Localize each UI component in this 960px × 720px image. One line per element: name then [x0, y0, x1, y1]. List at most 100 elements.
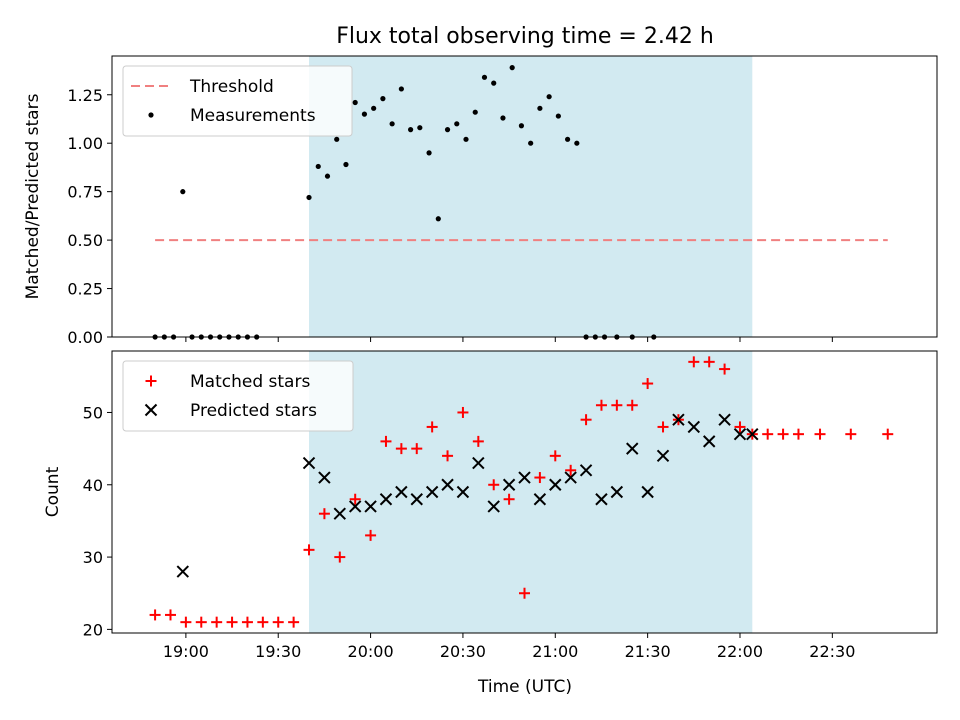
predicted-point-b	[626, 442, 639, 455]
matched-point	[565, 464, 577, 476]
predicted-point	[410, 493, 423, 506]
matched-point	[349, 493, 361, 505]
predicted-point	[656, 449, 670, 463]
predicted-point-b	[672, 413, 685, 426]
legend-swatch	[145, 375, 157, 387]
predicted-point	[641, 485, 654, 499]
measurement-point	[371, 105, 377, 111]
y-tick-label: 40	[83, 476, 103, 495]
predicted-point-b	[348, 500, 362, 513]
matched-point	[549, 450, 561, 462]
predicted-point-b	[533, 493, 547, 506]
predicted-point-b	[502, 478, 516, 491]
matched-point	[318, 508, 330, 520]
matched-point	[734, 421, 746, 433]
matched-point	[762, 428, 774, 440]
predicted-point	[533, 493, 547, 506]
y-tick-label: 0.50	[67, 231, 103, 250]
matched-point	[626, 399, 638, 411]
measurement-point	[417, 125, 423, 131]
predicted-point-b	[395, 485, 408, 499]
measurement-point	[361, 111, 368, 117]
predicted-point	[746, 427, 759, 441]
x-tick-label: 20:30	[440, 642, 486, 661]
predicted-point-b	[746, 427, 759, 441]
y-tick-label: 20	[83, 620, 103, 639]
matched-point	[211, 616, 223, 628]
matched-point	[272, 616, 284, 628]
legend-label: Measurements	[190, 106, 316, 126]
matched-point	[595, 399, 607, 411]
matched-point	[395, 443, 407, 455]
predicted-point	[348, 500, 362, 513]
matched-point	[488, 479, 500, 491]
y-tick-label: 0.25	[67, 280, 103, 299]
matched-point	[442, 450, 454, 462]
measurement-point	[306, 194, 312, 201]
matched-point	[703, 356, 715, 368]
matched-point	[257, 616, 269, 628]
predicted-point-b	[518, 471, 531, 484]
matched-point	[457, 406, 469, 418]
predicted-point	[718, 413, 731, 426]
predicted-point-b	[410, 493, 423, 506]
measurement-point	[491, 80, 497, 86]
legend-box	[122, 360, 354, 432]
predicted-point	[302, 456, 316, 470]
predicted-point	[549, 478, 562, 491]
matched-point	[411, 443, 423, 455]
measurement-point	[380, 96, 386, 102]
measurement-point	[546, 94, 552, 100]
matched-point	[657, 421, 669, 433]
predicted-point	[425, 485, 439, 499]
predicted-point	[702, 435, 716, 448]
measurement-point	[564, 136, 571, 142]
predicted-point	[502, 478, 516, 491]
legend-box	[122, 65, 353, 137]
y-tick-label: 0.00	[67, 328, 103, 347]
matched-point	[642, 378, 654, 390]
measurement-point	[343, 161, 349, 168]
predicted-point-b	[549, 478, 562, 491]
matched-point	[164, 609, 176, 621]
predicted-point-b	[702, 435, 716, 448]
y-axis-label: Count	[43, 466, 63, 517]
matched-point	[534, 472, 546, 484]
matched-point	[241, 616, 253, 628]
legend-swatch-b	[144, 403, 158, 417]
measurement-point	[509, 65, 515, 71]
matched-point	[688, 356, 700, 368]
predicted-point-b	[641, 485, 654, 499]
predicted-point	[333, 507, 347, 520]
measurement-point	[537, 105, 543, 111]
bottom-panel: 20 30 40 50 19:00 19:30 20:00 20:30 21:00 21:30 22…	[43, 350, 938, 661]
x-tick-label: 19:00	[163, 642, 209, 661]
measurement-point	[408, 127, 414, 133]
x-tick-label: 21:00	[532, 642, 578, 661]
legend-swatch	[144, 403, 158, 417]
y-tick-label: 30	[83, 548, 103, 567]
x-tick-label: 21:30	[625, 642, 671, 661]
predicted-point-b	[302, 456, 316, 470]
predicted-point-b	[472, 456, 485, 470]
predicted-point	[626, 442, 639, 455]
predicted-point-b	[564, 471, 577, 484]
measurement-point	[518, 123, 525, 129]
y-tick-label: 1.25	[67, 86, 103, 105]
predicted-point-b	[595, 493, 608, 506]
measurement-point	[389, 121, 395, 127]
y-axis-label: Matched/Predicted stars	[23, 93, 43, 299]
matched-point	[365, 529, 377, 541]
measurement-point	[435, 216, 441, 222]
measurement-point	[334, 136, 340, 142]
measurement-point	[481, 74, 488, 80]
legend-label: Threshold	[189, 77, 274, 97]
matched-point	[719, 363, 731, 375]
predicted-point	[456, 485, 470, 499]
matched-point	[580, 414, 592, 426]
predicted-point	[176, 565, 190, 578]
x-axis-label: Time (UTC)	[477, 677, 572, 697]
predicted-point	[672, 413, 685, 426]
matched-point	[226, 616, 238, 628]
